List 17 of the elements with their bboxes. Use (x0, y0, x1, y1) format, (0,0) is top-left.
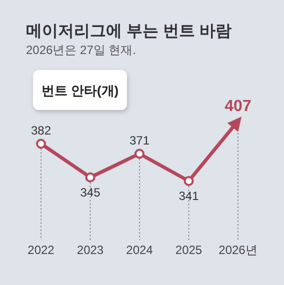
x-tick-label: 2024 (126, 243, 154, 257)
data-label: 341 (178, 189, 200, 203)
y-axis-title: 번트 안타(개) (41, 83, 119, 98)
data-label: 371 (129, 134, 150, 148)
data-label: 345 (80, 185, 101, 200)
x-tick-label: 2023 (76, 243, 104, 257)
point (85, 172, 96, 182)
x-tick-label: 2026년 (218, 243, 258, 257)
point (36, 138, 46, 149)
x-tick-label: 2025 (175, 243, 202, 257)
data-label: 407 (224, 98, 252, 115)
x-tick-label: 2022 (28, 243, 55, 257)
chart-title: 메이저리그에 부는 번트 바람 (26, 23, 232, 40)
chart-subtitle: 2026년은 27일 현재. (26, 43, 136, 57)
point (134, 148, 144, 159)
point (184, 176, 194, 186)
data-label: 382 (30, 124, 52, 138)
